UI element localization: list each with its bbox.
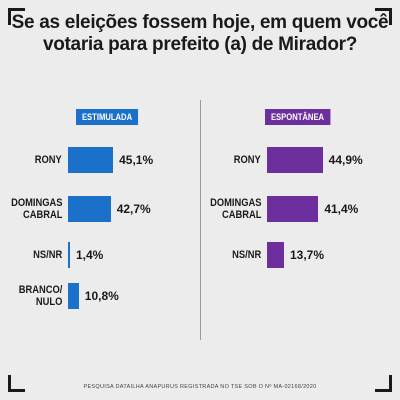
chart-title-line-1: Se as eleições fossem hoje, em quem você (11, 12, 389, 33)
frame-corner-top-left (8, 8, 25, 25)
chart-title-line-2: votaria para prefeito (a) de Mirador? (42, 34, 358, 55)
panel-header-0: ESTIMULADA (76, 109, 139, 125)
value-label: 45,1% (119, 153, 154, 167)
category-label: BRANCO/NULO (18, 284, 62, 308)
category-label: DOMINGAS CABRAL (209, 197, 261, 221)
panel-header-1: ESPONTÂNEA (265, 109, 331, 125)
data-bar (267, 242, 284, 268)
frame-corner-top-right (375, 8, 392, 25)
data-bar (68, 242, 70, 268)
value-label: 1,4% (76, 248, 104, 262)
frame-corner-bottom-left (8, 375, 25, 392)
data-bar (267, 196, 319, 222)
data-bar (267, 147, 323, 173)
category-label: NS/NR (231, 249, 261, 261)
frame-corner-bottom-right (375, 375, 392, 392)
data-bar (68, 283, 79, 309)
value-label: 10,8% (84, 289, 119, 303)
category-label: DOMINGAS CABRAL (10, 197, 63, 221)
footer-note: PESQUISA DATAILHA ANAPURUS REGISTRADA NO… (83, 384, 317, 390)
data-bar (68, 196, 111, 222)
value-label: 13,7% (289, 248, 325, 262)
value-label: 42,7% (116, 202, 151, 216)
category-label: RONY (233, 154, 261, 166)
value-label: 44,9% (328, 153, 363, 167)
category-label: RONY (34, 154, 62, 166)
category-label: NS/NR (32, 249, 62, 261)
chart-title: Se as eleições fossem hoje, em quem você… (0, 12, 400, 56)
value-label: 41,4% (324, 202, 359, 216)
panel-divider (200, 100, 201, 340)
data-bar (68, 147, 114, 173)
